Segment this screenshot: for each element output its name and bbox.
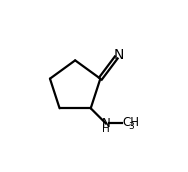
Text: N: N xyxy=(114,48,124,62)
Text: H: H xyxy=(102,123,110,133)
Text: CH: CH xyxy=(122,116,139,129)
Text: N: N xyxy=(102,117,111,130)
Text: 3: 3 xyxy=(128,122,133,131)
